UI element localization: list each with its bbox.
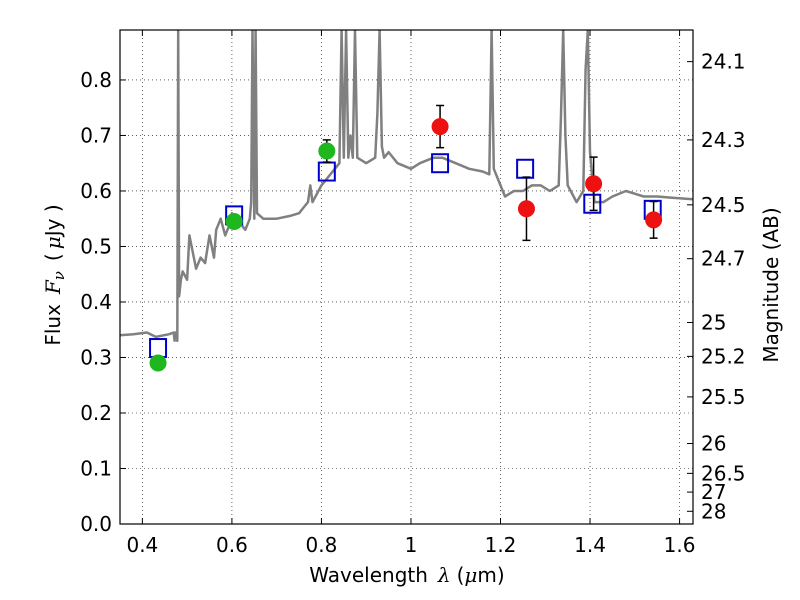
model-photometry-square	[149, 338, 168, 359]
y2-axis-title: Magnitude (AB)	[759, 207, 783, 362]
plot-frame	[119, 29, 694, 525]
y-axis-F: F	[41, 279, 65, 295]
model-photometry-square	[583, 193, 602, 214]
observed-point	[225, 212, 243, 230]
y-tick-label: 0.8	[80, 68, 112, 92]
y-tick-label: 0.3	[80, 345, 112, 369]
y-axis-title-text: Flux	[41, 304, 65, 346]
y-axis-nu: ν	[50, 271, 68, 280]
observed-point	[517, 200, 535, 218]
x-tick-label: 1.4	[574, 533, 606, 557]
x-axis-unit-mu: μ	[464, 563, 477, 587]
y-tick-label: 0.0	[80, 512, 112, 536]
y-tick-label: 0.1	[80, 456, 112, 480]
y2-tick-label: 24.3	[701, 128, 746, 152]
x-axis-unit-rest: m)	[477, 563, 504, 587]
y-tick-label: 0.7	[80, 123, 112, 147]
y-tick-labels: 0.0 0.1 0.2 0.3 0.4 0.5 0.6 0.7 0.8	[80, 68, 112, 536]
y2-tick-label: 27	[701, 480, 726, 504]
y2-tick-label: 24.1	[701, 50, 746, 74]
markers-layer	[149, 104, 663, 372]
grid-lines	[120, 30, 693, 525]
spectrum-layer	[120, 30, 693, 343]
x-tick-label: 0.4	[126, 533, 158, 557]
y2-tick-label: 24.7	[701, 247, 746, 271]
y-tick-label: 0.5	[80, 234, 112, 258]
x-tick-label: 1.2	[485, 533, 517, 557]
observed-point	[431, 118, 449, 136]
tick-marks	[120, 30, 693, 525]
y-tick-label: 0.2	[80, 401, 112, 425]
x-tick-label: 0.6	[216, 533, 248, 557]
y2-tick-label: 25.5	[701, 385, 746, 409]
y2-tick-label: 28	[701, 499, 726, 523]
x-tick-labels: 0.4 0.6 0.8 1 1.2 1.4 1.6	[126, 533, 695, 557]
x-axis-unit-open: (	[457, 563, 465, 587]
y2-tick-label: 25	[701, 311, 726, 335]
y-axis-unit-mu: μ	[41, 236, 65, 249]
observed-point	[318, 142, 336, 160]
y2-tick-label: 26	[701, 432, 726, 456]
y-axis-title: Flux Fν ( μJy )	[41, 204, 68, 345]
x-axis-title: Wavelength λ (μm)	[309, 563, 504, 587]
y-tick-label: 0.6	[80, 179, 112, 203]
y2-tick-label: 25.2	[701, 344, 746, 368]
x-tick-label: 1	[405, 533, 418, 557]
y2-tick-label: 26.5	[701, 461, 746, 485]
y-tick-label: 0.4	[80, 290, 112, 314]
y-axis-unit-rest: Jy )	[41, 204, 65, 238]
observed-point	[585, 175, 603, 193]
y2-tick-label: 24.5	[701, 193, 746, 217]
spectrum-line	[120, 30, 693, 343]
observed-point	[149, 354, 167, 372]
x-axis-title-text: Wavelength	[309, 563, 428, 587]
x-tick-label: 0.8	[306, 533, 338, 557]
x-axis-lambda: λ	[437, 563, 451, 587]
observed-point	[645, 211, 663, 229]
model-photometry-square	[431, 153, 450, 174]
model-photometry-square	[516, 158, 535, 179]
y-axis-unit-open: (	[41, 253, 65, 261]
x-tick-label: 1.6	[664, 533, 696, 557]
